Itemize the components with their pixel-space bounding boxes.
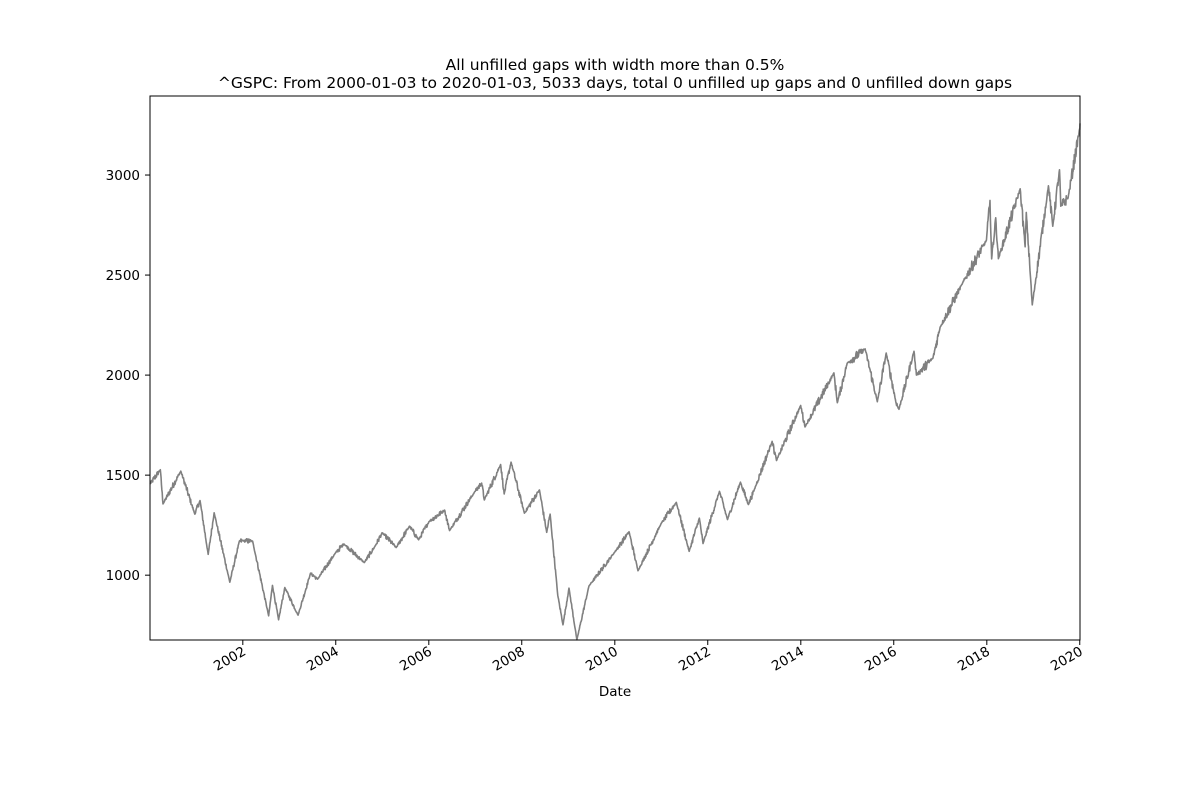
y-axis: 1000 1500 2000 2500 3000 xyxy=(106,168,150,584)
plot-layer xyxy=(149,123,1081,641)
y-tick-label: 2000 xyxy=(106,368,140,384)
chart-title: All unfilled gaps with width more than 0… xyxy=(446,56,785,74)
series-line-0 xyxy=(149,123,1081,641)
y-tick-label: 1500 xyxy=(106,468,140,484)
y-tick-label: 2500 xyxy=(106,268,140,284)
x-axis-label: Date xyxy=(599,684,631,700)
y-tick-label: 3000 xyxy=(106,168,140,184)
chart-subtitle: ^GSPC: From 2000-01-03 to 2020-01-03, 50… xyxy=(218,74,1012,92)
y-tick-label: 1000 xyxy=(106,568,140,584)
